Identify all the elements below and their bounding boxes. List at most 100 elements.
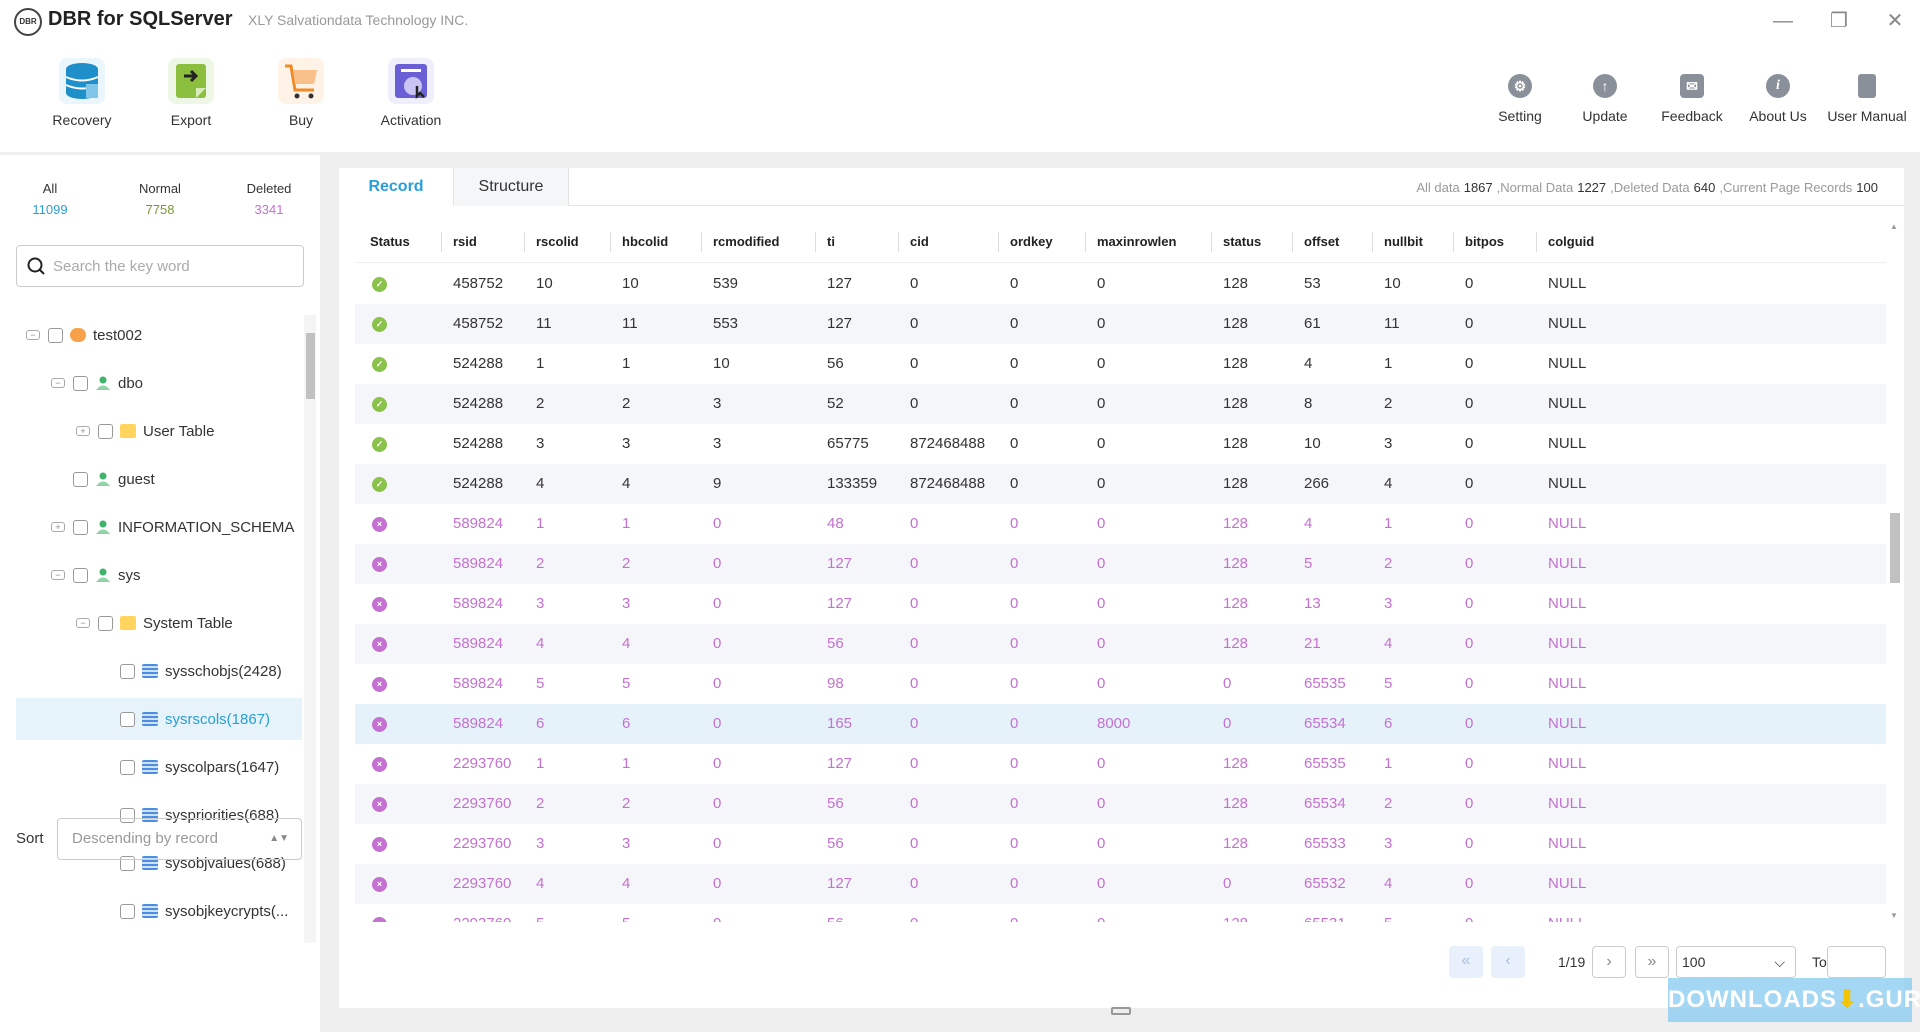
count-all[interactable]: All 11099 [0,181,100,217]
column-header[interactable]: rscolid [536,234,579,249]
prev-page-button[interactable]: ‹ [1491,946,1525,978]
table-row[interactable]: × 589824 3 3 0 127 0 0 0 128 13 3 0 NULL [355,584,1886,624]
table-row[interactable]: × 2293760 1 1 0 127 0 0 0 128 65535 1 0 NULL [355,744,1886,784]
table-row[interactable]: ✓ 458752 11 11 553 127 0 0 0 128 61 11 0 NULL [355,304,1886,344]
restore-button[interactable]: ❐ [1830,10,1848,32]
column-header[interactable]: Status [370,234,410,249]
tree-scrollbar[interactable] [304,315,316,943]
tree-item[interactable]: sysrscols(1867) [16,698,302,740]
about-us-button[interactable]: i About Us [1735,74,1821,124]
export-button[interactable]: Export [146,58,236,128]
close-button[interactable]: ✕ [1886,10,1904,32]
tree-item[interactable]: − sys [16,554,302,596]
tree-item[interactable]: syspriorities(688) [16,794,302,836]
table-row[interactable]: × 2293760 4 4 0 127 0 0 0 0 65532 4 0 NULL [355,864,1886,904]
tab-record[interactable]: Record [368,178,424,195]
search-input[interactable] [53,257,293,275]
table-row[interactable]: × 2293760 5 5 0 56 0 0 0 128 65531 5 0 NULL [355,904,1886,922]
column-header[interactable]: hbcolid [622,234,669,249]
column-header[interactable]: ordkey [1010,234,1053,249]
first-page-button[interactable]: « [1449,946,1483,978]
next-page-button[interactable]: › [1592,946,1626,978]
column-header[interactable]: maxinrowlen [1097,234,1177,249]
checkbox[interactable] [120,663,135,679]
table-row[interactable]: ✓ 524288 3 3 3 65775 872468488 0 0 128 10 3 0 NULL [355,424,1886,464]
column-header[interactable]: nullbit [1384,234,1423,249]
expand-icon[interactable]: + [76,426,90,436]
count-normal[interactable]: Normal 7758 [110,181,210,217]
column-separator[interactable] [1085,232,1086,252]
goto-page-input[interactable] [1827,946,1886,978]
column-separator[interactable] [898,232,899,252]
search-box[interactable] [16,245,304,287]
column-separator[interactable] [1211,232,1212,252]
column-separator[interactable] [1372,232,1373,252]
table-row[interactable]: × 589824 6 6 0 165 0 0 8000 0 65534 6 0 NULL [355,704,1886,744]
table-row[interactable]: × 589824 2 2 0 127 0 0 0 128 5 2 0 NULL [355,544,1886,584]
tree-item[interactable]: guest [16,458,302,500]
tree-item[interactable]: sysobjkeycrypts(... [16,890,302,932]
checkbox[interactable] [73,519,88,535]
column-separator[interactable] [998,232,999,252]
tree-item[interactable]: − System Table [16,602,302,644]
user-manual-button[interactable]: User Manual [1821,74,1913,124]
setting-button[interactable]: ⚙ Setting [1477,74,1563,124]
table-row[interactable]: ✓ 524288 1 1 10 56 0 0 0 128 4 1 0 NULL [355,344,1886,384]
column-header[interactable]: rsid [453,234,477,249]
column-separator[interactable] [701,232,702,252]
checkbox[interactable] [48,327,63,343]
page-size-select[interactable]: 100 ⌵ [1676,946,1796,978]
tree-item[interactable]: + User Table [16,410,302,452]
table-scrollbar-thumb[interactable] [1890,513,1900,583]
tree-item[interactable]: − test002 [16,314,302,356]
checkbox[interactable] [120,711,135,727]
sort-select[interactable]: Descending by record ▲▼ [57,818,302,860]
table-row[interactable]: ✓ 524288 4 4 9 133359 872468488 0 0 128 266 4 0 NULL [355,464,1886,504]
collapse-icon[interactable]: − [51,570,65,580]
checkbox[interactable] [73,471,88,487]
update-button[interactable]: ↑ Update [1562,74,1648,124]
column-separator[interactable] [441,232,442,252]
column-separator[interactable] [1453,232,1454,252]
collapse-icon[interactable]: − [51,378,65,388]
column-header[interactable]: colguid [1548,234,1595,249]
tree-scrollbar-thumb[interactable] [306,333,315,399]
checkbox[interactable] [73,567,88,583]
column-header[interactable]: offset [1304,234,1340,249]
collapse-icon[interactable]: − [26,330,40,340]
checkbox[interactable] [98,423,113,439]
column-separator[interactable] [1536,232,1537,252]
tree-item[interactable]: − dbo [16,362,302,404]
activation-button[interactable]: Activation [366,58,456,128]
buy-button[interactable]: Buy [256,58,346,128]
recovery-button[interactable]: Recovery [37,58,127,128]
table-row[interactable]: × 589824 4 4 0 56 0 0 0 128 21 4 0 NULL [355,624,1886,664]
table-row[interactable]: ✓ 524288 2 2 3 52 0 0 0 128 8 2 0 NULL [355,384,1886,424]
tree-item[interactable]: sysschobjs(2428) [16,650,302,692]
column-header[interactable]: rcmodified [713,234,780,249]
table-row[interactable]: × 2293760 3 3 0 56 0 0 0 128 65533 3 0 NULL [355,824,1886,864]
expand-icon[interactable]: + [51,522,65,532]
count-deleted[interactable]: Deleted 3341 [219,181,319,217]
column-separator[interactable] [815,232,816,252]
column-header[interactable]: bitpos [1465,234,1504,249]
column-separator[interactable] [524,232,525,252]
resize-grip[interactable] [1111,1007,1131,1015]
checkbox[interactable] [73,375,88,391]
column-separator[interactable] [610,232,611,252]
checkbox[interactable] [120,903,135,919]
tab-structure[interactable]: Structure [453,168,569,206]
table-row[interactable]: × 2293760 2 2 0 56 0 0 0 128 65534 2 0 NULL [355,784,1886,824]
column-header[interactable]: cid [910,234,929,249]
tree-item[interactable]: + INFORMATION_SCHEMA [16,506,302,548]
table-row[interactable]: ✓ 458752 10 10 539 127 0 0 0 128 53 10 0 NULL [355,264,1886,304]
checkbox[interactable] [120,759,135,775]
tree-item[interactable]: syscolpars(1647) [16,746,302,788]
column-header[interactable]: ti [827,234,835,249]
table-row[interactable]: × 589824 5 5 0 98 0 0 0 0 65535 5 0 NULL [355,664,1886,704]
column-separator[interactable] [1292,232,1293,252]
table-row[interactable]: × 589824 1 1 0 48 0 0 0 128 4 1 0 NULL [355,504,1886,544]
checkbox[interactable] [98,615,113,631]
last-page-button[interactable]: » [1635,946,1669,978]
collapse-icon[interactable]: − [76,618,90,628]
